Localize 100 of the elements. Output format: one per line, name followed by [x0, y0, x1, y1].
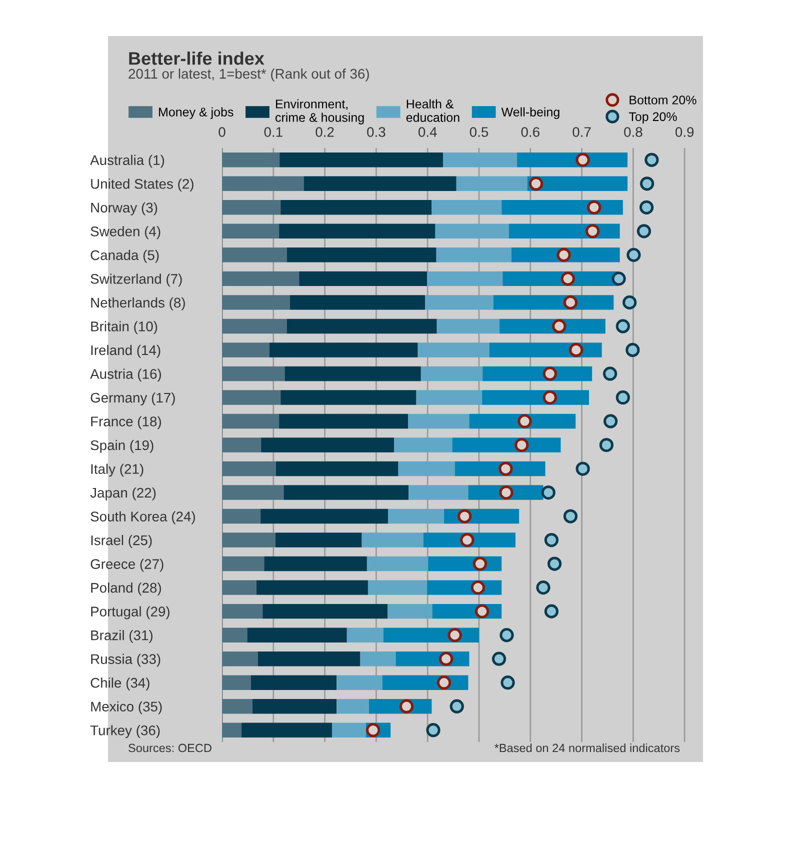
bar [469, 414, 576, 429]
point [547, 556, 562, 571]
point [500, 628, 514, 642]
bar [222, 580, 256, 595]
point [587, 200, 602, 214]
bar [222, 318, 287, 334]
bar [502, 200, 623, 215]
point [542, 366, 557, 381]
point [576, 462, 590, 476]
point [498, 462, 513, 476]
point [492, 652, 506, 666]
bar [511, 248, 620, 262]
bar [222, 628, 248, 642]
text: *Based on 24 normalised indicators [494, 743, 680, 752]
bar [222, 342, 270, 358]
bar [222, 390, 281, 405]
point [499, 485, 514, 500]
bar [222, 556, 264, 572]
point [616, 390, 630, 405]
point [472, 556, 488, 571]
bar [222, 722, 242, 738]
point [604, 414, 618, 428]
bar [427, 271, 503, 286]
x-tick-label: 0.6 [521, 127, 540, 137]
bar [222, 485, 284, 500]
y-tick-label: Canada (5) [90, 250, 159, 263]
point [542, 390, 557, 405]
bar [346, 628, 384, 642]
y-tick-label: Brazil (31) [91, 630, 152, 643]
legend-label: Health & education [406, 99, 460, 122]
point [563, 295, 578, 310]
point [541, 485, 556, 500]
bar [332, 722, 366, 738]
bar [269, 342, 418, 358]
point [639, 200, 654, 214]
bar [388, 508, 444, 524]
point [602, 366, 618, 381]
legend-label: Well-being [501, 107, 560, 119]
point [460, 532, 474, 548]
point [426, 723, 440, 738]
point [576, 152, 590, 167]
point [622, 295, 637, 310]
x-tick-label: 0.2 [316, 127, 334, 137]
bar [368, 580, 428, 595]
bar [286, 318, 437, 334]
point [563, 509, 578, 524]
y-tick-label: Spain (19) [90, 440, 154, 453]
bar [299, 271, 428, 286]
point [470, 580, 486, 595]
point [626, 248, 641, 262]
point [448, 628, 462, 642]
bar [284, 366, 421, 382]
point [536, 580, 550, 595]
bar [222, 200, 281, 215]
y-tick-label: Japan (22) [90, 487, 156, 500]
bar [222, 461, 276, 476]
point [450, 699, 464, 714]
bar [275, 532, 362, 548]
y-tick-label: Poland (28) [91, 582, 161, 596]
y-tick-label: France (18) [91, 416, 161, 430]
bar [247, 628, 347, 642]
bar [398, 461, 455, 476]
bar [280, 152, 444, 168]
bar [432, 200, 502, 215]
y-tick-label: Portugal (29) [91, 606, 170, 620]
bar [256, 580, 368, 595]
legend-label: Bottom 20% [630, 96, 696, 104]
bar [436, 318, 500, 334]
point [528, 176, 544, 191]
bar [420, 366, 483, 382]
bar [456, 176, 528, 192]
bar [276, 461, 398, 476]
x-tick-label: 0.1 [264, 127, 282, 137]
bar [222, 152, 280, 168]
x-tick-label: 0.7 [572, 127, 591, 137]
bar [258, 651, 360, 666]
bar [360, 651, 396, 666]
bar [250, 675, 337, 690]
bar [222, 295, 290, 310]
bar [222, 414, 280, 429]
x-tick-label: 0.4 [418, 127, 437, 137]
point [644, 152, 659, 167]
y-tick-label: Netherlands (8) [91, 297, 185, 310]
y-tick-label: Australia (1) [90, 154, 164, 168]
bar [242, 722, 332, 738]
y-tick-label: Italy (21) [91, 464, 144, 477]
bar [408, 414, 470, 429]
y-tick-label: Turkey (36) [90, 725, 160, 738]
bar [286, 248, 436, 262]
bar [493, 295, 614, 310]
point [514, 438, 529, 452]
bar [336, 675, 382, 690]
bar [279, 224, 436, 239]
point [399, 699, 414, 714]
bar [452, 438, 561, 452]
point [636, 224, 652, 238]
bar [222, 224, 280, 239]
point [556, 248, 571, 262]
bar [264, 556, 367, 572]
bar [416, 390, 482, 405]
